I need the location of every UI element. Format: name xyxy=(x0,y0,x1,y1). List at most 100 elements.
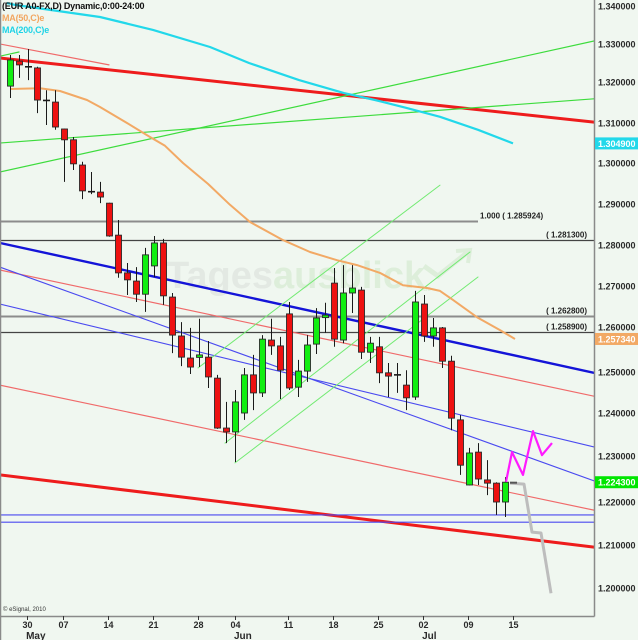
price-axis-label: 1.310000 xyxy=(598,119,636,129)
candle xyxy=(52,90,59,130)
candle-body-down xyxy=(250,374,257,394)
candle-body-down xyxy=(115,234,122,274)
price-axis-label: 1.340000 xyxy=(598,2,636,12)
moving-average-line xyxy=(9,87,516,340)
time-axis-month-label: Jul xyxy=(422,631,437,640)
candle xyxy=(286,301,293,391)
trendline-channel-red-mid[interactable] xyxy=(0,269,594,397)
candle-body-up xyxy=(259,338,266,394)
candle-body-down xyxy=(493,482,500,503)
candle xyxy=(484,460,491,496)
candle-body-down xyxy=(205,356,212,378)
price-axis-label: 1.250000 xyxy=(598,368,636,378)
bullish-projection-line xyxy=(504,430,553,483)
candle xyxy=(313,308,320,354)
price-axis-label: 1.260000 xyxy=(598,323,636,333)
candle-body-up xyxy=(295,370,302,388)
price-axis-label: 1.320000 xyxy=(598,78,636,88)
candle-body-down xyxy=(178,335,185,358)
candle xyxy=(439,327,446,368)
trendline-channel-green-mid[interactable] xyxy=(224,251,471,444)
time-axis-label: 07 xyxy=(58,620,68,630)
candle xyxy=(322,302,329,333)
trendline-resistance-short[interactable] xyxy=(0,43,110,66)
candle xyxy=(277,336,284,400)
candle xyxy=(61,128,68,182)
candle-body-down xyxy=(124,272,131,281)
price-axis[interactable]: 1.340000 1.330000 1.320000 1.310000 1.300000… xyxy=(595,2,638,594)
candle xyxy=(304,335,311,382)
plot-area[interactable]: 1.000 ( 1.285924) ( 1.281300) ( 1.262800) (… xyxy=(0,1,594,594)
candle-body-down xyxy=(484,479,491,484)
candle xyxy=(412,290,419,400)
candle xyxy=(142,247,149,312)
candle-body-up xyxy=(466,452,473,486)
candle xyxy=(385,363,392,398)
trendline-support-major[interactable] xyxy=(0,473,594,549)
candle xyxy=(241,367,248,420)
legend-ma200[interactable]: MA(200,C)e xyxy=(2,25,50,35)
candle-body-up xyxy=(142,254,149,295)
candle-body-down xyxy=(160,242,167,297)
candle xyxy=(394,363,401,393)
chart-title: (EUR A0-FX,D) Dynamic,0:00-24:00 xyxy=(2,1,145,11)
time-axis-label: 18 xyxy=(328,620,338,630)
price-badge-bg xyxy=(595,332,638,345)
time-axis-label: 04 xyxy=(230,620,240,630)
candle-body-down xyxy=(421,303,428,337)
price-level-label: ( 1.262800) xyxy=(546,307,587,316)
trendline-green-flat[interactable] xyxy=(0,98,594,144)
candle-body-down xyxy=(52,101,59,128)
candle-body-down xyxy=(97,191,104,198)
trendline-resistance-major[interactable] xyxy=(0,56,594,124)
candle-body-down xyxy=(214,377,221,429)
trendline-trend-blue-major[interactable] xyxy=(0,241,594,375)
candle-body-up xyxy=(304,344,311,372)
price-axis-label: 1.290000 xyxy=(598,200,636,210)
candle xyxy=(25,48,32,81)
candle xyxy=(97,181,104,204)
candle-body-up xyxy=(502,481,509,503)
trendline-green-steep[interactable] xyxy=(0,40,594,173)
trendline-green-short[interactable] xyxy=(0,51,20,57)
projections xyxy=(504,430,553,594)
candle xyxy=(16,55,23,78)
price-badge: 1.224300 xyxy=(595,476,638,489)
price-axis-label: 1.280000 xyxy=(598,241,636,251)
candle xyxy=(358,286,365,359)
candle-body-up xyxy=(7,59,14,87)
candle-body-up xyxy=(196,354,203,358)
moving-average-line xyxy=(6,1,514,145)
watermark-arrowhead-icon xyxy=(455,247,473,264)
candle xyxy=(376,336,383,384)
trendline-channel-green-top[interactable] xyxy=(197,184,441,369)
candle xyxy=(106,202,113,237)
candle-body-down xyxy=(439,327,446,362)
time-axis[interactable]: 30 07 14 21 28 04 11 18 25 02 09 15 May Jun Jul xyxy=(22,616,519,640)
candle-body-up xyxy=(430,327,437,337)
time-axis-label: 02 xyxy=(418,620,428,630)
candle-body-up xyxy=(322,314,329,319)
trendline-channel-green-low[interactable] xyxy=(234,276,479,464)
candle xyxy=(430,317,437,347)
candle-body-down xyxy=(70,139,77,165)
candle xyxy=(124,263,131,296)
candle-body-down xyxy=(16,60,23,66)
price-axis-label: 1.300000 xyxy=(598,159,636,169)
price-badge-label: 1.257340 xyxy=(598,334,636,344)
candle-body-down xyxy=(169,296,176,336)
candle-body-down xyxy=(79,164,86,192)
time-axis-label: 09 xyxy=(463,620,473,630)
time-axis-label: 21 xyxy=(148,620,158,630)
price-badge-label: 1.224300 xyxy=(598,478,636,488)
candle-body-up xyxy=(232,401,239,433)
candle-body-down xyxy=(34,67,41,101)
candle xyxy=(79,161,86,200)
candlesticks xyxy=(7,48,509,518)
candle xyxy=(259,335,266,398)
legend-ma50[interactable]: MA(50,C)e xyxy=(2,13,45,23)
price-axis-label: 1.330000 xyxy=(598,40,636,50)
candle-body-down xyxy=(475,451,482,480)
